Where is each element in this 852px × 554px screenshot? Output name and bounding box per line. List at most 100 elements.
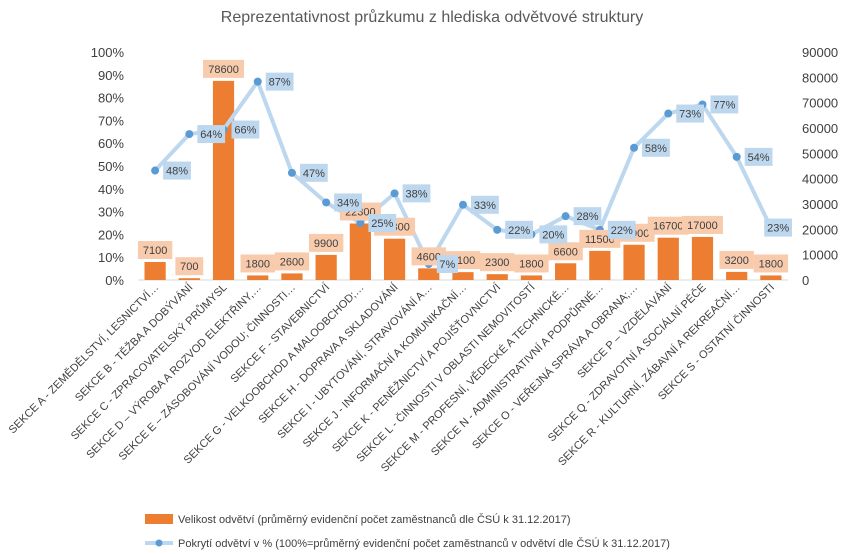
left-tick-label: 60% [98, 136, 124, 151]
legend-line-marker [155, 539, 163, 547]
line-data-label: 7% [439, 259, 455, 271]
bar [589, 250, 611, 280]
line-series [151, 77, 775, 269]
line-point [561, 212, 570, 221]
point-label-box [299, 163, 328, 182]
line-data-label: 47% [303, 168, 325, 180]
line-data-label: 73% [679, 109, 701, 121]
point-label-box [402, 184, 431, 203]
line-point [630, 143, 639, 152]
bar [555, 263, 577, 280]
left-tick-label: 30% [98, 205, 124, 220]
point-label-box [334, 193, 362, 212]
bar [726, 271, 748, 280]
bar-data-label: 2300 [485, 257, 509, 269]
right-tick-label: 10000 [802, 248, 838, 263]
bar [212, 80, 235, 280]
line-point [151, 166, 160, 175]
line-point [493, 225, 502, 234]
bar [691, 236, 714, 280]
bar-label-box [203, 59, 245, 78]
line-data-label: 48% [166, 166, 188, 178]
line-data-label: 25% [371, 218, 393, 230]
category-label: SEKCE C - ZPRACOVATELSKÝ PRŮMYSL [68, 281, 229, 442]
line-data-label: 38% [405, 188, 427, 200]
legend-bar-swatch [145, 514, 173, 524]
point-label-box [676, 104, 705, 123]
legend-bar-label: Velikost odvětví (průměrný evidenční poč… [178, 513, 571, 526]
bar [452, 272, 474, 280]
left-tick-label: 70% [98, 113, 124, 128]
bar-data-label: 16700 [653, 221, 684, 233]
right-axis: 0 10000 20000 30000 40000 50000 60000 70000 8000… [802, 45, 838, 288]
left-tick-label: 50% [98, 159, 124, 174]
legend: Velikost odvětví (průměrný evidenční poč… [145, 513, 670, 550]
bar [315, 254, 337, 280]
line-data-label: 22% [508, 225, 530, 237]
bar-label-box [175, 257, 204, 276]
bar-data-label: 7100 [143, 245, 167, 257]
category-labels: SEKCE A - ZEMĚDĚLSTVÍ, LESNICTVÍ…SEKCE B… [6, 280, 777, 474]
line-data-label: 66% [234, 125, 256, 137]
bar-series [144, 80, 782, 280]
right-tick-label: 80000 [802, 70, 838, 85]
line-point [322, 198, 331, 207]
point-label-box [471, 195, 499, 214]
category-label: SEKCE Q - ZDRAVOTNÍ A SOCIÁLNÍ PÉČE [545, 281, 708, 444]
right-tick-label: 50000 [802, 146, 838, 161]
bar-data-label: 3200 [724, 255, 748, 267]
right-tick-label: 60000 [802, 121, 838, 136]
point-label-box [607, 220, 636, 239]
bar-label-box [480, 253, 515, 272]
bar-data-label: 78600 [208, 64, 239, 76]
bar-label-box [548, 242, 583, 261]
bar-data-label: 2600 [280, 256, 304, 268]
bar-label-box [240, 254, 275, 273]
line-point [732, 152, 741, 161]
line-data-label: 64% [200, 129, 222, 141]
category-label: SEKCE I - UBYTOVÁNÍ, STRAVOVÁNÍ A… [275, 281, 435, 441]
left-tick-label: 10% [98, 250, 124, 265]
line-point [287, 168, 296, 177]
point-label-box [573, 207, 602, 226]
right-tick-label: 30000 [802, 197, 838, 212]
category-label: SEKCE J - INFORMAČNÍ A KOMUNIKAČNÍ… [300, 281, 469, 450]
bar [657, 237, 679, 280]
bar [760, 275, 782, 280]
line-point [356, 219, 365, 227]
left-tick-label: 20% [98, 227, 124, 242]
bar-label-box [514, 254, 549, 273]
bar-data-label: 700 [180, 261, 198, 273]
point-label-box [163, 161, 191, 180]
point-label-box [744, 147, 773, 166]
line-data-label: 54% [748, 152, 770, 164]
right-tick-label: 40000 [802, 172, 838, 187]
bar-label-box [753, 254, 789, 273]
left-tick-label: 0% [105, 273, 124, 288]
bar-data-labels: 7100700786001800260099002230016300460031… [137, 59, 789, 276]
point-label-box [436, 255, 458, 274]
bar-data-label: 9900 [314, 238, 338, 250]
line-data-label: 23% [767, 223, 789, 235]
bar [178, 278, 200, 280]
bar-label-box [137, 241, 173, 260]
right-tick-label: 0 [802, 273, 809, 288]
line-data-label: 28% [577, 211, 599, 223]
line-data-label: 58% [645, 143, 667, 155]
line-data-label: 87% [269, 77, 291, 89]
bar [623, 244, 645, 280]
right-tick-label: 90000 [802, 45, 838, 60]
bar [486, 274, 508, 280]
bar-data-label: 17000 [687, 220, 718, 232]
bar [383, 238, 406, 280]
bar [418, 268, 440, 280]
line-point [185, 130, 194, 139]
bar-data-label: 6600 [553, 246, 577, 258]
bar-data-label: 1800 [759, 258, 783, 270]
point-label-box [539, 225, 568, 244]
line-data-label: 77% [713, 99, 735, 111]
legend-line-label: Pokrytí odvětví v % (100%=průměrný evide… [178, 537, 670, 550]
point-label-box [505, 220, 534, 239]
right-tick-label: 20000 [802, 222, 838, 237]
